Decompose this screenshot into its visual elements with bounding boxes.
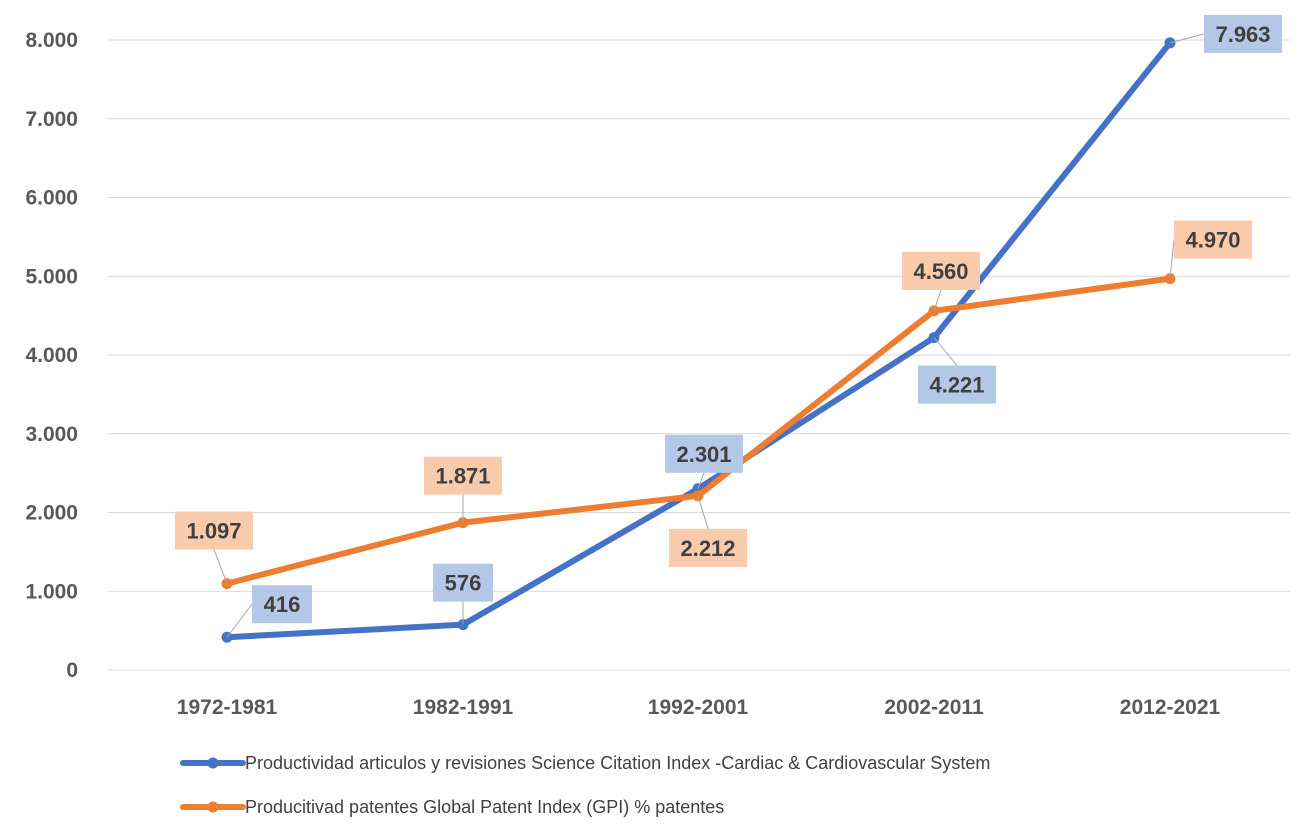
y-tick-label: 6.000 bbox=[25, 187, 78, 210]
data-label: 2.212 bbox=[680, 536, 735, 561]
leader-line bbox=[933, 289, 942, 312]
data-label-box bbox=[1204, 14, 1282, 53]
leader-line bbox=[697, 495, 709, 529]
leader-line bbox=[213, 549, 228, 584]
y-tick-label: 7.000 bbox=[25, 108, 78, 131]
y-tick-label: 5.000 bbox=[25, 265, 78, 288]
x-tick-label: 2012-2021 bbox=[1120, 696, 1221, 719]
x-tick-label: 1972-1981 bbox=[177, 696, 278, 719]
data-label: 1.871 bbox=[435, 464, 490, 489]
leader-line bbox=[1169, 239, 1175, 279]
data-label: 2.301 bbox=[676, 442, 731, 467]
data-label-box bbox=[175, 511, 253, 550]
leader-line bbox=[226, 603, 253, 638]
leader-line bbox=[933, 337, 958, 366]
data-label: 416 bbox=[264, 592, 301, 617]
data-label-box bbox=[669, 528, 747, 567]
legend-swatch-marker bbox=[207, 757, 219, 769]
y-tick-label: 4.000 bbox=[25, 344, 78, 367]
data-label: 1.097 bbox=[186, 519, 241, 544]
data-label-box bbox=[424, 456, 502, 495]
data-label: 4.221 bbox=[929, 373, 984, 398]
leader-line bbox=[1169, 33, 1205, 44]
data-label-box bbox=[1174, 220, 1252, 259]
legend-swatch-marker bbox=[207, 801, 219, 813]
data-label: 4.560 bbox=[913, 259, 968, 284]
y-tick-label: 0 bbox=[66, 659, 78, 682]
legend-label: Productividad articulos y revisiones Sci… bbox=[245, 753, 990, 773]
gridlines bbox=[108, 39, 1290, 671]
legend-label: Producitivad patentes Global Patent Inde… bbox=[245, 797, 724, 817]
x-tick-label: 2002-2011 bbox=[884, 696, 984, 719]
data-label: 576 bbox=[445, 571, 482, 596]
data-label-box bbox=[665, 434, 743, 473]
data-label-box bbox=[918, 365, 996, 404]
data-labels: 416 576 2.301 4.221 7.963 1.097 1.871 2.212 4.56… bbox=[175, 14, 1282, 638]
data-label: 4.970 bbox=[1185, 228, 1240, 253]
y-tick-label: 1.000 bbox=[25, 580, 78, 603]
x-tick-label: 1982-1991 bbox=[413, 696, 514, 719]
x-axis-ticks: 1972-1981 1982-1991 1992-2001 2002-2011 2012… bbox=[177, 696, 1221, 719]
data-label-box bbox=[252, 585, 312, 624]
y-tick-label: 8.000 bbox=[25, 29, 78, 52]
data-label: 7.963 bbox=[1215, 22, 1270, 47]
data-label-box bbox=[433, 563, 493, 602]
y-tick-label: 2.000 bbox=[25, 502, 78, 525]
y-axis-ticks: 0 1.000 2.000 3.000 4.000 5.000 6.000 7.000 8.00… bbox=[25, 29, 78, 682]
x-tick-label: 1992-2001 bbox=[648, 696, 749, 719]
y-tick-label: 3.000 bbox=[25, 423, 78, 446]
data-label-box bbox=[902, 251, 980, 290]
leader-line bbox=[697, 472, 705, 489]
legend: Productividad articulos y revisiones Sci… bbox=[180, 753, 990, 817]
